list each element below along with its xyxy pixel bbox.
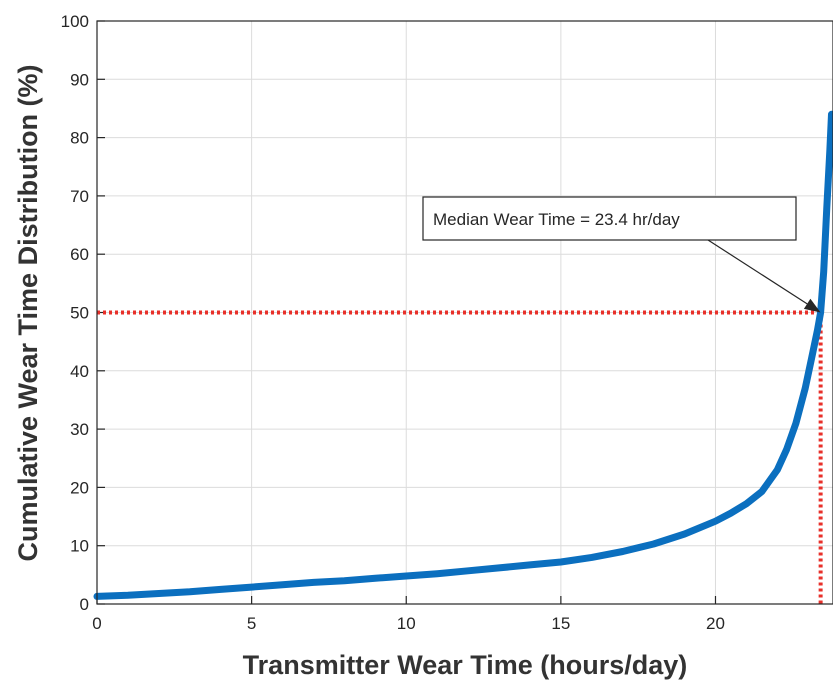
median-reference-lines — [97, 310, 823, 604]
y-tick-label: 30 — [70, 420, 89, 439]
y-tick-label: 80 — [70, 129, 89, 148]
y-axis-label: Cumulative Wear Time Distribution (%) — [13, 64, 43, 561]
annotation-box — [422, 196, 797, 241]
x-tick-labels: 0 5 10 15 20 — [92, 614, 725, 633]
y-tick-label: 10 — [70, 537, 89, 556]
y-tick-label: 90 — [70, 70, 89, 89]
x-tick-label: 20 — [706, 614, 725, 633]
x-tick-label: 10 — [397, 614, 416, 633]
annotation-arrow — [707, 239, 808, 305]
y-tick-label: 40 — [70, 362, 89, 381]
y-tick-label: 70 — [70, 187, 89, 206]
annotation-arrowhead — [803, 298, 821, 313]
plot-frame — [96, 20, 833, 605]
series-line-0 — [93, 110, 833, 600]
y-tick-label: 60 — [70, 245, 89, 264]
y-tick-label: 0 — [80, 595, 89, 614]
series-group — [93, 110, 833, 600]
x-axis-label: Transmitter Wear Time (hours/day) — [243, 650, 688, 680]
y-tick-label: 20 — [70, 478, 89, 497]
x-tick-label: 15 — [551, 614, 570, 633]
annotation-text: Median Wear Time = 23.4 hr/day — [433, 210, 680, 229]
x-tick-label: 0 — [92, 614, 101, 633]
x-tick-label: 5 — [247, 614, 256, 633]
y-tick-label: 50 — [70, 304, 89, 323]
y-tick-label: 100 — [61, 12, 89, 31]
y-tick-labels: 0 10 20 30 40 50 60 70 80 90 100 — [61, 12, 89, 614]
median-annotation: Median Wear Time = 23.4 hr/day — [422, 196, 821, 313]
